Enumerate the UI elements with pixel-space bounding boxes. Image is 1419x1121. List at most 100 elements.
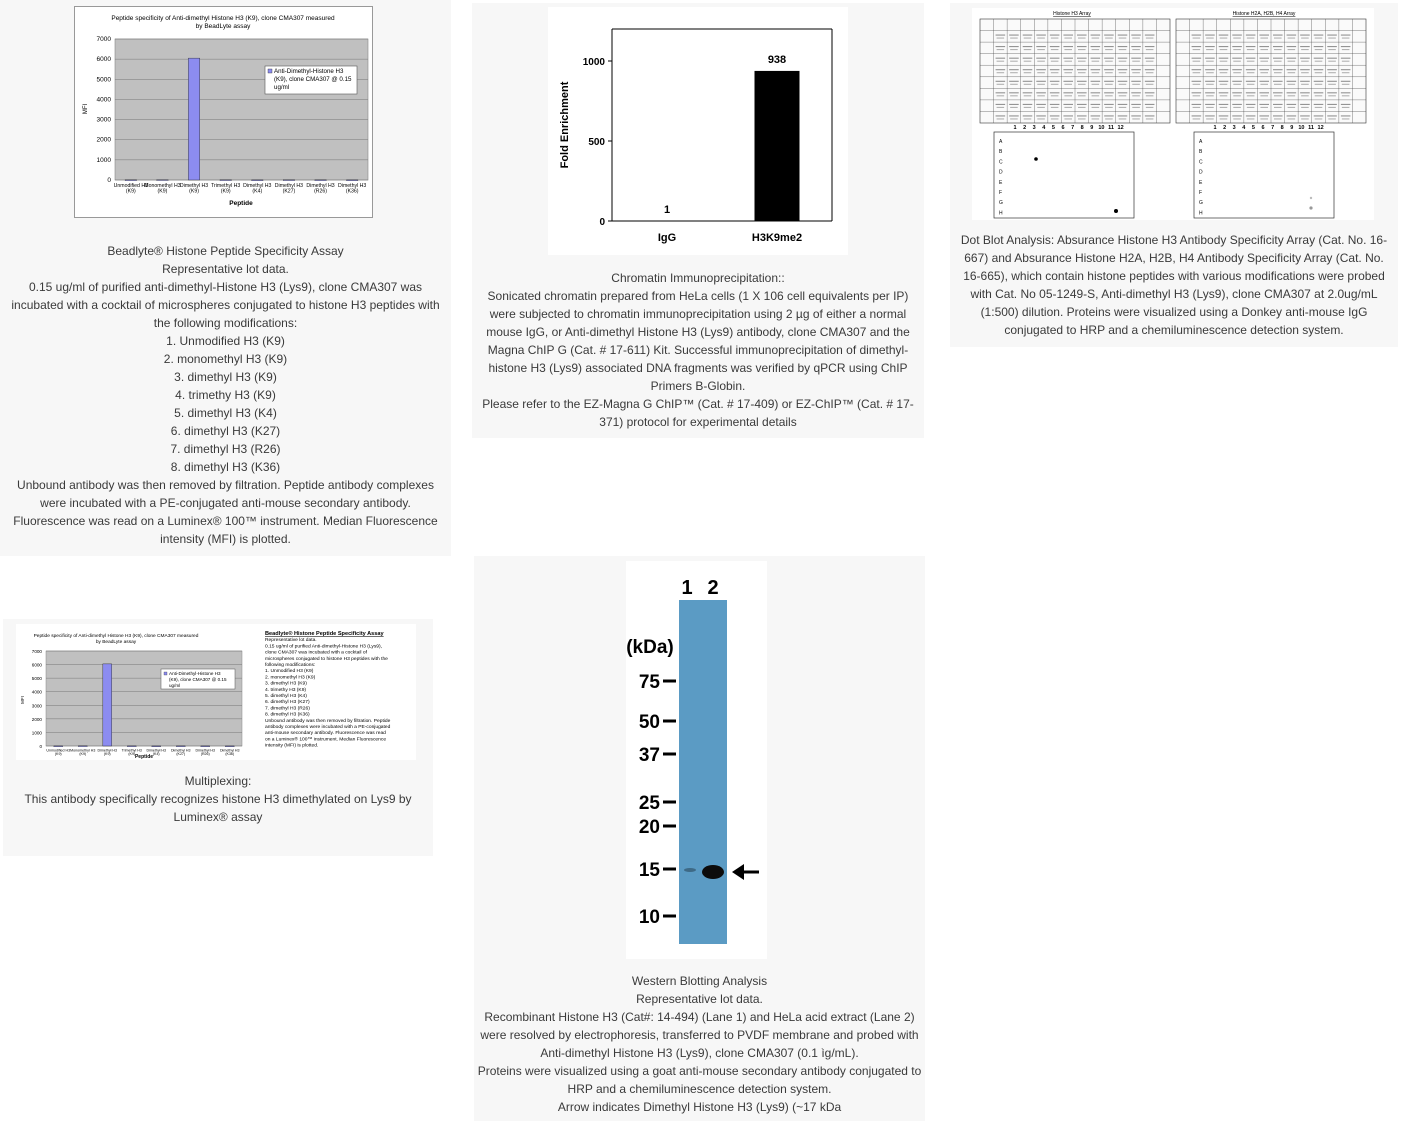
y-tick-label: 4000 [32,690,43,695]
blot-col-label: 11 [1108,125,1114,131]
blot-dot [1309,206,1313,210]
chip-caption: Chromatin Immunoprecipitation:: Sonicate… [478,269,918,431]
x-tick-label: Trimethyl H3 [122,749,142,753]
blot-col-label: 5 [1252,125,1255,131]
caption-line: 7. dimethyl H3 (R26) [170,442,281,456]
side-text-line: 3. dimethyl H3 (K9) [265,681,307,687]
y-tick-label: 0 [39,744,42,749]
x-tick-label: (K9) [55,752,62,756]
caption-line: Recombinant Histone H3 (Cat#: 14-494) (L… [480,1010,919,1060]
x-tick-label: Unmodified H3 [114,183,148,189]
blot-col-label: 12 [1318,125,1324,131]
x-tick-label: (K9) [126,188,136,194]
side-text-line: 5. dimethyl H3 (K4) [265,693,307,699]
blot-col-label: 10 [1298,125,1304,131]
caption-line: 2. monomethyl H3 (K9) [163,352,288,366]
x-tick-label: Dimethyl H3 [97,749,117,753]
data-label: 1 [664,204,670,216]
caption-line: Western Blotting Analysis [631,974,768,988]
x-tick-label: (K9) [158,188,168,194]
y-tick-label: 2000 [97,137,112,144]
arrow-icon [732,864,759,880]
legend-line-1: Anti-Dimethyl-Histone H3 [274,68,344,75]
x-axis-label: Peptide [135,754,153,760]
caption-line: Dot Blot Analysis: Absurance Histone H3 … [960,233,1388,337]
side-text-line: clone CMA307 was incubated with a cockta… [265,650,368,656]
blot-col-label: 12 [1118,125,1124,131]
y-tick-label: 6000 [97,56,112,63]
x-tick-label: Dimethyl H3 [338,183,366,189]
y-tick-label: 3000 [97,117,112,124]
blot-dot [1309,196,1313,200]
mw-marker-label: 75 [639,672,661,693]
bar [188,57,200,181]
blot-col-label: 7 [1271,125,1274,131]
panel-multiplexing: Peptide specificity of Anti-dimethyl His… [3,619,433,856]
plot-area [114,38,369,181]
side-text-line: Representative lot data. [265,637,317,643]
x-tick-label: Dimethyl H3 [243,183,271,189]
bar [102,663,112,747]
caption-line: This antibody specifically recognizes hi… [24,792,412,824]
bar [346,179,359,181]
blot-col-label: 3 [1233,125,1236,131]
side-text-line: anti-mouse secondary antibody. Fluoresce… [265,730,386,736]
caption-line: Beadlyte® Histone Peptide Specificity As… [107,244,344,258]
dotblot-figure: Histone H3 Array Histone H2A, H2B, H4 Ar… [972,8,1374,220]
bar [78,745,88,747]
caption-line: Representative lot data. [162,262,289,276]
side-text-line: 4. trimethy H3 (K9) [265,687,306,693]
dotblot-image: Histone H3 Array Histone H2A, H2B, H4 Ar… [979,11,1367,219]
caption-line: 6. dimethyl H3 (K27) [170,424,281,438]
blot-row-label: C [999,159,1003,165]
side-text-line: on a Luminex® 100™ instrument. Median Fl… [265,735,386,742]
x-tick-label: Dimethyl H3 [195,749,215,753]
y-tick-label: 7000 [32,649,43,654]
blot-row-label: G [999,200,1003,206]
legend-line-2: (K9), clone CMA307 @ 0.15 [169,677,227,682]
caption-line: 0.15 ug/ml of purified anti-dimethyl-His… [11,280,440,330]
y-tick-label: 1000 [583,57,606,68]
blot-col-label: 8 [1081,125,1084,131]
y-tick-label: 0 [107,177,111,184]
h3-array-title: Histone H3 Array [1053,11,1091,17]
h2-blot-membrane [1193,131,1335,219]
multiplex-caption: Multiplexing: This antibody specifically… [9,772,427,826]
bar [754,70,800,221]
blot-row-label: D [1199,170,1203,176]
blot-dot [1114,209,1118,213]
multiplex-figure: Peptide specificity of Anti-dimethyl His… [16,624,416,760]
x-tick-label: Dimethyl H3 [220,749,240,753]
x-tick-label: (K36) [346,188,359,194]
side-text-line: Unbound antibody was then removed by fil… [265,718,391,724]
y-tick-label: 4000 [97,96,112,103]
x-tick-label: (K9) [128,752,135,756]
mw-marker-label: 10 [639,907,660,928]
blot-col-label: 2 [1023,125,1026,131]
chart-subtitle: by BeadLyte assay [196,23,251,30]
blot-col-label: 7 [1071,125,1074,131]
caption-line: Please refer to the EZ-Magna G ChIP™ (Ca… [482,397,914,429]
blot-col-label: 9 [1090,125,1093,131]
blot-col-label: 6 [1061,125,1064,131]
caption-line: 1. Unmodified H3 (K9) [166,334,285,348]
y-tick-label: 5000 [32,676,43,681]
blot-row-label: H [999,210,1003,216]
data-label: 938 [768,54,786,66]
side-text-line: 0.15 ug/ml of purified Anti-dimethyl-His… [265,643,382,649]
x-tick-label: Dimethyl H3 [180,183,208,189]
blot-col-label: 1 [1213,125,1216,131]
bar [283,179,295,181]
blot-row-label: B [1199,149,1203,155]
x-tick-label: (K9) [189,188,199,194]
x-tick-label: Dimethyl H3 [306,183,334,189]
multiplex-chart: Peptide specificity of Anti-dimethyl His… [20,630,391,760]
x-tick-label: (K4) [153,752,160,756]
x-tick-label: (R26) [201,752,210,756]
caption-line: Chromatin Immunoprecipitation:: [611,271,785,285]
panel-chip: 0 500 1000 1 938 IgG H3K9me2 Fold Enrichment… [472,3,924,438]
caption-line: 3. dimethyl H3 (K9) [174,370,277,384]
chart-title: Peptide specificity of Anti-dimethyl His… [111,15,335,22]
bar [156,179,169,181]
caption-line: Unbound antibody was then removed by fil… [13,478,438,546]
